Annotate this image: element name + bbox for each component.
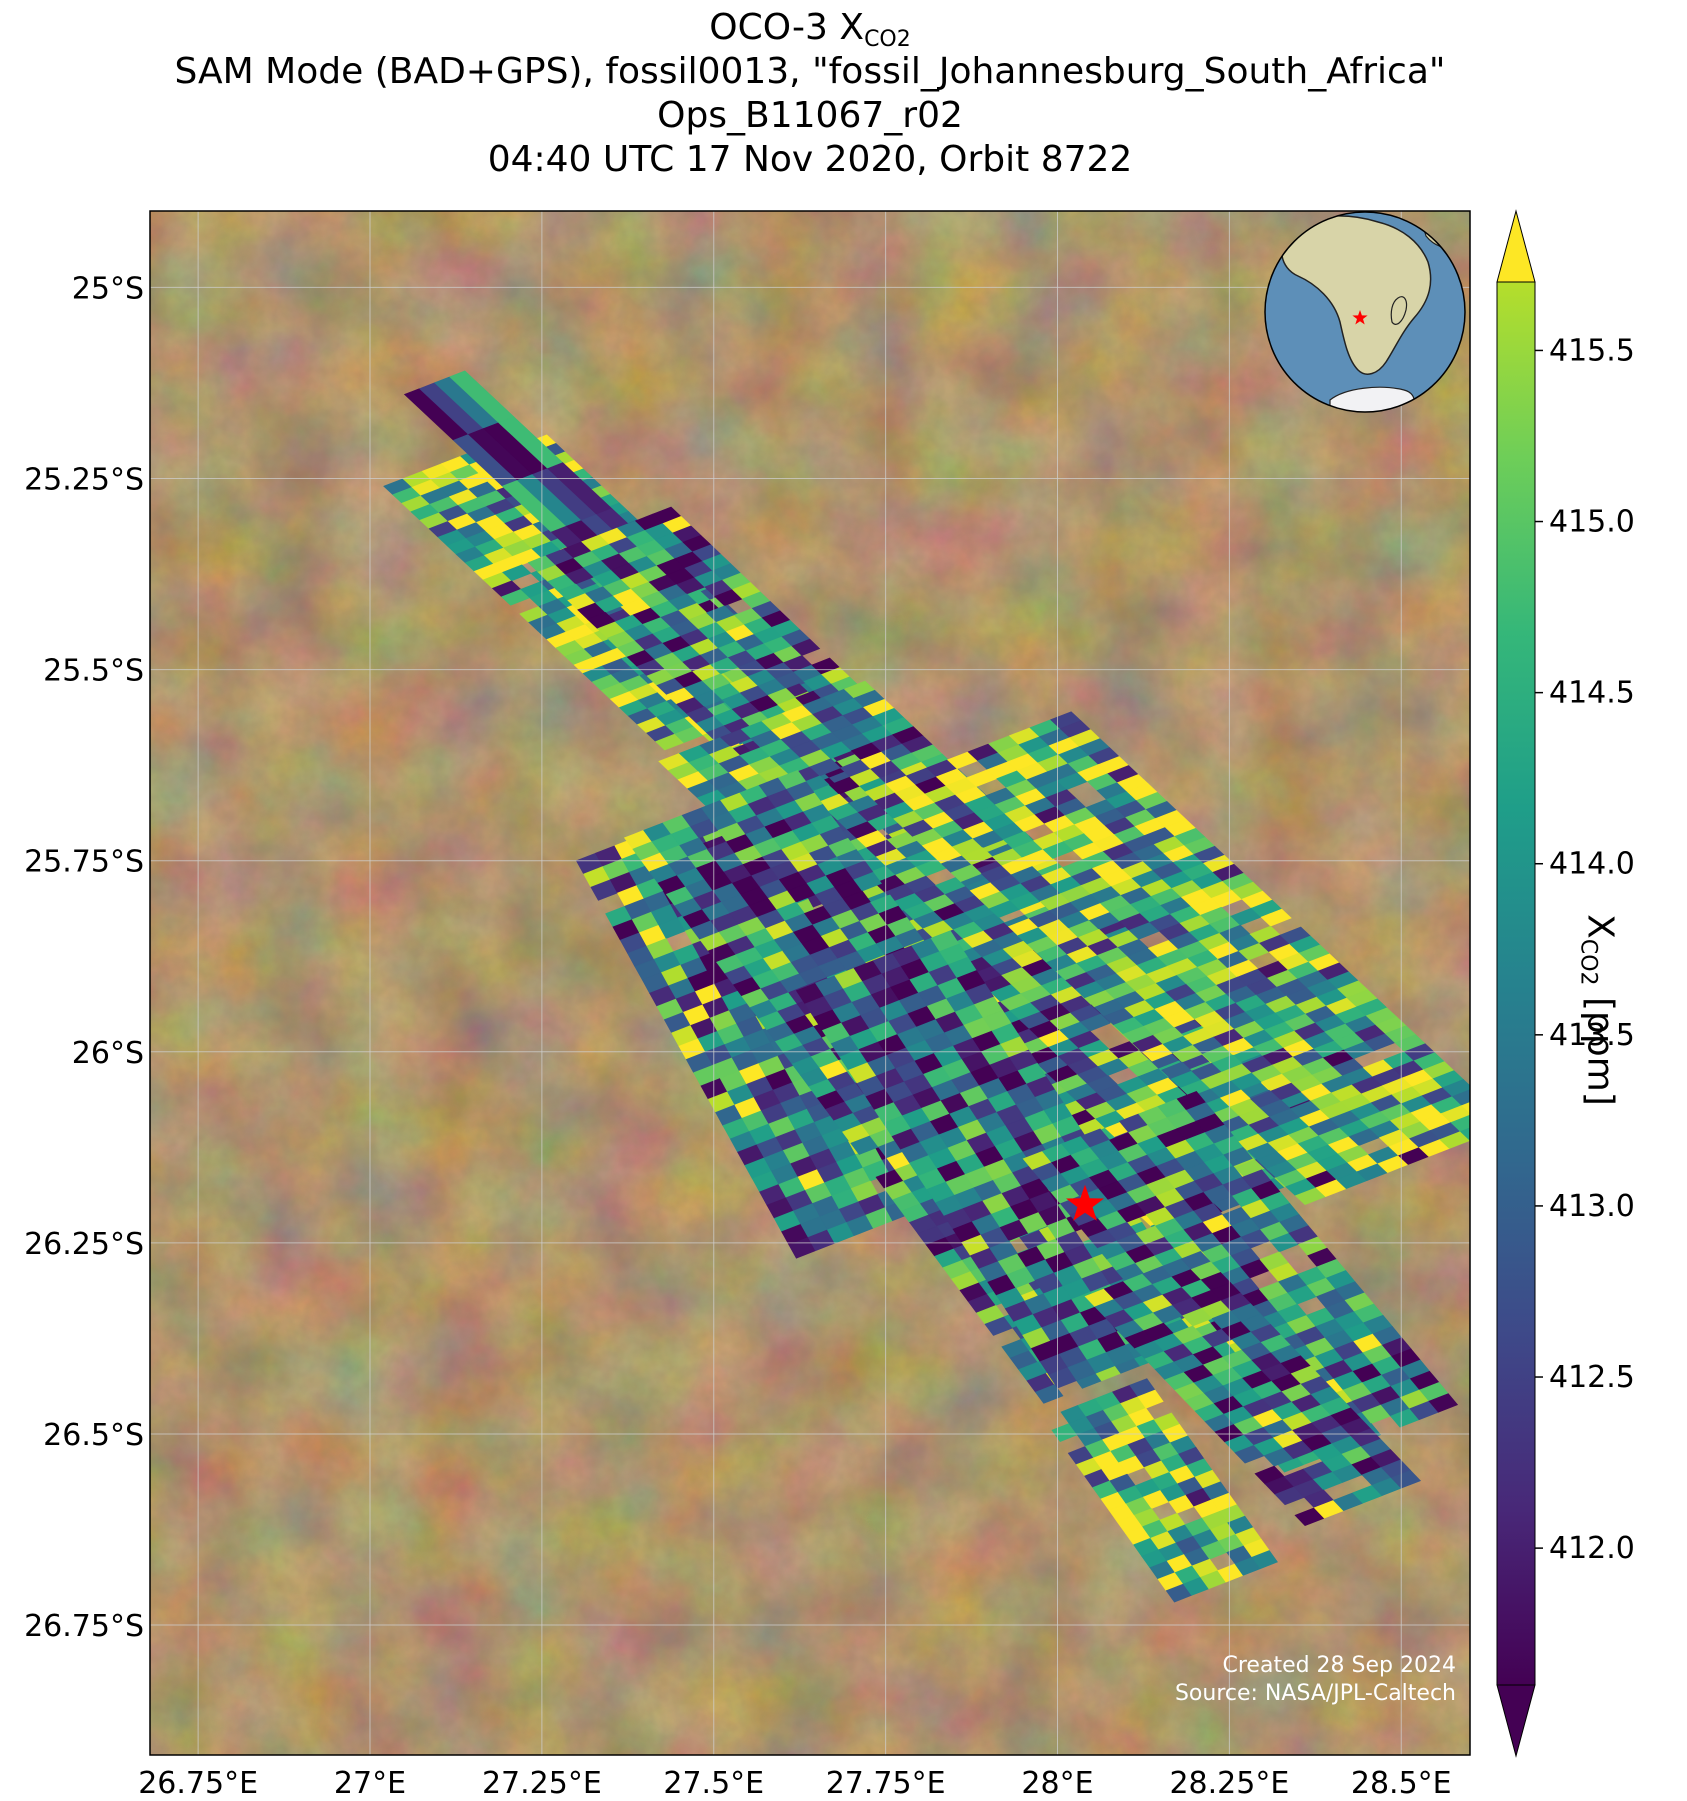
map-area: Created 28 Sep 2024 Source: NASA/JPL-Cal… [149, 210, 1471, 1756]
colorbar-label: XCO2 [ppm] [1576, 910, 1621, 1110]
graticule [150, 211, 1470, 1755]
lon-tick-label: 26.75°E [138, 1766, 258, 1801]
colorbar-extend-bottom [1496, 1684, 1536, 1758]
colorbar-tick-label: 413.5 [1549, 1018, 1635, 1053]
colorbar-tick-label: 415.5 [1549, 333, 1635, 368]
longitude-ticks: 26.75°E 27°E 27.25°E 27.5°E 27.75°E 28°E 28.25… [138, 1766, 1451, 1801]
sounding-cell [1390, 1469, 1422, 1489]
title-xco2-main: OCO-3 X [709, 7, 865, 48]
lat-tick-label: 26°S [72, 1036, 144, 1071]
colorbar-tick-label: 414.0 [1549, 847, 1635, 882]
sounding-cell [1461, 1102, 1470, 1114]
colorbar-tick-label: 412.0 [1549, 1531, 1635, 1566]
sounding-cell [1440, 1105, 1470, 1123]
title-line-4: 04:40 UTC 17 Nov 2020, Orbit 8722 [487, 139, 1133, 180]
latitude-ticks: 25°S 25.25°S 25.5°S 25.75°S 26°S 26.25°S 26.5°… [24, 271, 144, 1644]
globe-africa-landmass [1280, 215, 1432, 375]
colorbar-tick-label: 414.5 [1549, 676, 1635, 711]
credit-created: Created 28 Sep 2024 [1223, 1653, 1457, 1678]
map-frame [149, 210, 1471, 1756]
colorbar: 412.0 412.5 413.0 413.5 414.0 414.5 415.0 415.5 [1496, 209, 1635, 1758]
colorbar-tick-label: 413.0 [1549, 1189, 1635, 1224]
lon-tick-label: 27.5°E [663, 1766, 764, 1801]
sounding-cell [853, 871, 882, 892]
sounding-cell [1260, 908, 1292, 927]
sounding-cell [1137, 1389, 1164, 1409]
sounding-cell [1450, 1114, 1470, 1132]
lat-tick-label: 26.5°S [43, 1418, 144, 1453]
colorbar-frame [1496, 281, 1536, 1686]
title-line-3: Ops_B11067_r02 [657, 95, 963, 136]
figure-title: OCO-3 XCO2 SAM Mode (BAD+GPS), fossil001… [0, 6, 1620, 182]
lat-tick-label: 25.75°S [24, 845, 144, 880]
globe-madagascar [1390, 296, 1408, 325]
colorbar-body [1497, 282, 1535, 1685]
colorbar-extend-top [1496, 209, 1536, 283]
colorbar-ticks: 412.0 412.5 413.0 413.5 414.0 414.5 415.0 415.5 [1535, 333, 1635, 1566]
sounding-cell [1439, 1131, 1470, 1149]
lon-tick-label: 27°E [334, 1766, 406, 1801]
lon-tick-label: 27.75°E [826, 1766, 946, 1801]
title-line-2: SAM Mode (BAD+GPS), fossil0013, "fossil_… [174, 51, 1446, 92]
colorbar-tick-label: 415.0 [1549, 505, 1635, 540]
sounding-cell [1451, 1089, 1470, 1106]
title-line-1: OCO-3 XCO2 [0, 6, 1620, 52]
globe-target-star-icon [1352, 310, 1368, 325]
lat-tick-label: 26.25°S [24, 1227, 144, 1262]
lat-tick-label: 25.5°S [43, 654, 144, 689]
lat-tick-label: 26.75°S [24, 1609, 144, 1644]
lon-tick-label: 28.5°E [1351, 1766, 1452, 1801]
sounding-cell [1251, 1550, 1278, 1570]
lon-tick-label: 28°E [1021, 1766, 1093, 1801]
globe-outline [1264, 211, 1466, 413]
colorbar-label-sub: CO2 [1575, 938, 1601, 986]
target-star-icon [1066, 1184, 1104, 1221]
lon-tick-label: 27.25°E [482, 1766, 602, 1801]
lat-tick-label: 25°S [72, 271, 144, 306]
credit-source: Source: NASA/JPL-Caltech [1175, 1681, 1456, 1706]
title-xco2-sub: CO2 [864, 27, 911, 52]
sounding-cell [791, 638, 821, 656]
sounding-cell [1428, 1393, 1459, 1413]
colorbar-label-main: X [1579, 914, 1621, 939]
colorbar-label-unit: [ppm] [1579, 985, 1621, 1106]
sounding-cell [1459, 1127, 1470, 1141]
xco2-soundings [383, 370, 1470, 1603]
sounding-cell [1034, 1384, 1064, 1404]
sounding-cell [1223, 1146, 1253, 1167]
colorbar-tick-label: 412.5 [1549, 1360, 1635, 1395]
lon-tick-label: 28.25°E [1169, 1766, 1289, 1801]
lat-tick-label: 25.25°S [24, 463, 144, 498]
